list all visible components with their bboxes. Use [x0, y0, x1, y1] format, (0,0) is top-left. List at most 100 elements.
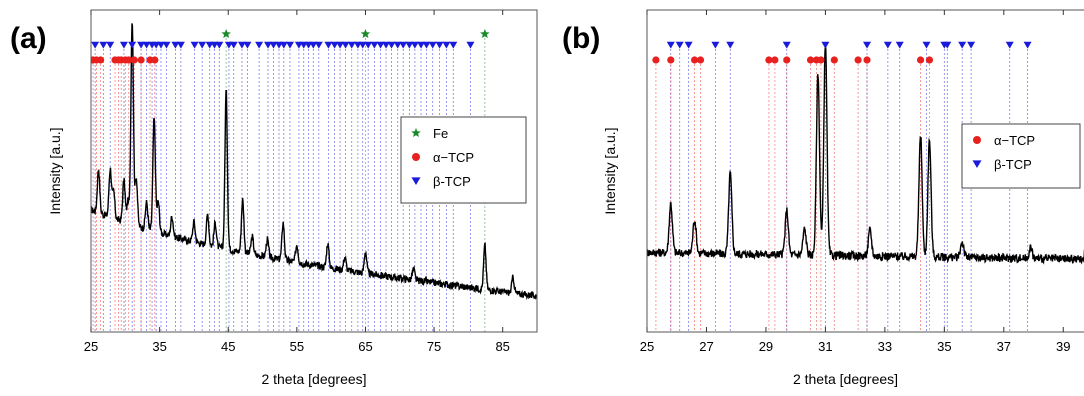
beta-marker	[376, 41, 385, 49]
beta-marker	[821, 41, 830, 49]
legend-entry-label: α−TCP	[994, 133, 1035, 148]
beta-marker	[782, 41, 791, 49]
beta-marker	[435, 41, 444, 49]
alpha-marker	[817, 56, 825, 64]
beta-marker	[285, 41, 294, 49]
beta-marker	[895, 41, 904, 49]
beta-marker	[91, 41, 100, 49]
alpha-marker	[137, 56, 145, 64]
beta-marker	[466, 41, 475, 49]
alpha-marker	[916, 56, 925, 64]
beta-marker	[215, 41, 224, 49]
beta-marker	[330, 41, 339, 49]
intensity-line	[647, 45, 1084, 265]
panel-a: 25 35 45 55 65 75 85 2 theta [degrees] Intensity…	[10, 9, 538, 387]
beta-marker	[347, 41, 356, 49]
legend-entry-label: β-TCP	[994, 157, 1032, 172]
alpha-marker	[696, 56, 705, 64]
alpha-marker	[97, 56, 105, 64]
x-tick-label: 29	[759, 339, 773, 354]
intensity-line	[91, 23, 537, 301]
beta-marker	[324, 41, 333, 49]
beta-marker	[883, 41, 892, 49]
beta-marker	[422, 41, 431, 49]
alpha-marker	[765, 56, 773, 64]
beta-marker	[237, 41, 246, 49]
legend-entry-label: α−TCP	[433, 150, 474, 165]
panel-b: 25 27 29 31 33 35 37 39 2 theta [degrees] Intensi…	[562, 9, 1084, 387]
x-tick-label: 45	[221, 339, 235, 354]
beta-marker	[428, 41, 437, 49]
beta-marker	[958, 41, 967, 49]
x-tick-label: 39	[1056, 339, 1070, 354]
x-tick-label: 27	[699, 339, 713, 354]
beta-marker	[137, 41, 146, 49]
beta-marker	[314, 41, 323, 49]
x-tick-label: 33	[878, 339, 892, 354]
x-tick-label: 55	[290, 339, 304, 354]
beta-marker	[967, 41, 976, 49]
x-tick-label: 25	[640, 339, 654, 354]
alpha-marker	[125, 56, 133, 64]
beta-marker	[99, 41, 108, 49]
alpha-marker	[151, 56, 159, 64]
beta-marker	[156, 41, 165, 49]
beta-marker	[269, 41, 278, 49]
alpha-marker	[863, 56, 871, 64]
beta-marker	[128, 41, 137, 49]
alpha-marker	[783, 56, 791, 64]
beta-marker	[358, 41, 367, 49]
panel-label: (a)	[10, 22, 47, 55]
x-tick-label: 25	[84, 339, 98, 354]
beta-marker	[393, 41, 402, 49]
legend-alpha-marker	[412, 153, 420, 161]
plot-area	[647, 41, 1084, 332]
beta-marker	[162, 41, 171, 49]
legend-beta-marker	[972, 160, 982, 169]
beta-marker	[370, 41, 379, 49]
alpha-marker	[854, 56, 862, 64]
beta-marker	[675, 41, 684, 49]
legend-entry-label: Fe	[433, 126, 448, 141]
alpha-marker	[130, 56, 138, 64]
beta-marker	[364, 41, 373, 49]
legend-box	[400, 116, 527, 204]
beta-marker	[336, 41, 345, 49]
legend-alpha-marker	[973, 136, 981, 144]
fe-marker	[480, 29, 490, 39]
beta-marker	[442, 41, 451, 49]
beta-marker	[264, 41, 273, 49]
alpha-marker	[652, 56, 660, 64]
beta-marker	[684, 41, 693, 49]
beta-marker	[1005, 41, 1014, 49]
x-tick-label: 35	[937, 339, 951, 354]
alpha-marker	[830, 56, 838, 64]
alpha-marker	[806, 56, 815, 64]
fe-marker	[360, 29, 371, 39]
beta-marker	[198, 41, 207, 49]
beta-marker	[387, 41, 396, 49]
beta-marker	[279, 41, 288, 49]
beta-marker	[399, 41, 408, 49]
beta-marker	[309, 41, 318, 49]
legend-entry-label: β-TCP	[433, 174, 471, 189]
beta-marker	[190, 41, 199, 49]
beta-marker	[943, 41, 952, 49]
beta-marker	[405, 41, 414, 49]
beta-marker	[726, 41, 735, 49]
legend-box	[961, 123, 1081, 189]
fe-marker	[221, 29, 231, 39]
y-axis-label: Intensity [a.u.]	[602, 127, 618, 214]
x-tick-label: 31	[818, 339, 832, 354]
x-tick-label: 65	[358, 339, 372, 354]
beta-marker	[417, 41, 426, 49]
beta-marker	[922, 41, 931, 49]
alpha-marker	[925, 56, 934, 64]
beta-marker	[171, 41, 180, 49]
axes-frame	[90, 9, 538, 333]
x-axis-label: 2 theta [degrees]	[793, 371, 898, 387]
alpha-marker	[667, 56, 675, 64]
x-tick-label: 35	[152, 339, 166, 354]
beta-marker	[142, 41, 151, 49]
